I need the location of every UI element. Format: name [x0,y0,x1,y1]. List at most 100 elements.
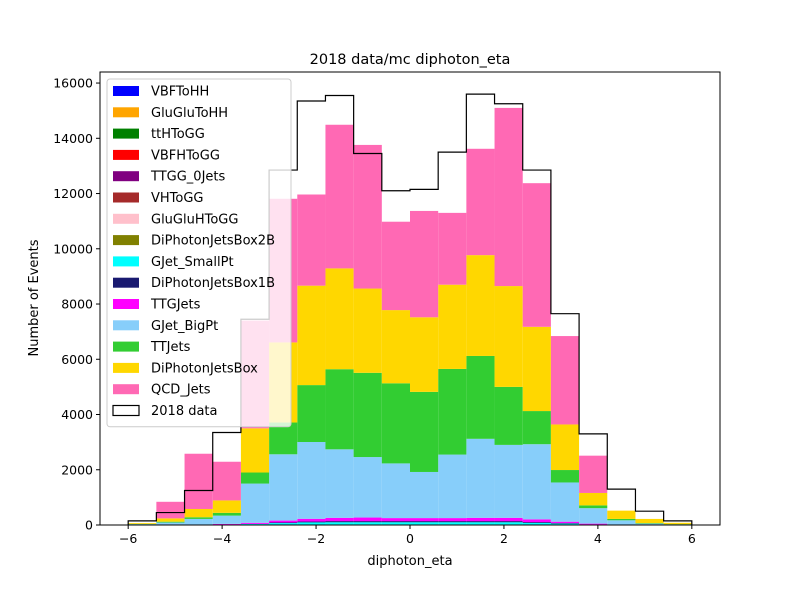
legend-label-vbfhtogg: VBFHToGG [151,148,220,163]
y-tick-label: 10000 [53,241,93,256]
data-step-line [127,93,693,525]
bar-gjet-bigpt [522,444,551,520]
bar-ttgjets [212,523,241,525]
bar-ttjets [156,521,185,523]
bar-gjet-bigpt [635,523,664,525]
bar-gjet-bigpt [269,454,298,521]
bar-ttjets [212,512,241,516]
bar-qcd-jets [466,148,495,256]
legend-swatch-ttgjets [113,299,139,309]
x-tick-label: 0 [406,531,414,546]
bar-gjet-smallpt [466,522,495,525]
legend-label-gjet-smallpt: GJet_SmallPt [151,255,234,270]
x-tick-label: −4 [213,531,231,546]
bar-gjet-smallpt [381,522,410,525]
bar-gjet-smallpt [494,522,523,525]
legend-label-tthtogg: ttHToGG [151,127,205,142]
legend-label-ttgg-0jets: TTGG_0Jets [150,170,226,185]
bar-diphotonjetsbox1b [381,521,410,523]
legend-label-diphotonjetsbox2b: DiPhotonJetsBox2B [151,234,275,249]
bar-qcd-jets [297,194,326,286]
bar-qcd-jets [579,455,608,493]
bar-gjet-smallpt [522,522,551,525]
bar-diphotonjetsbox [240,428,270,473]
y-tick-label: 2000 [61,462,93,477]
bar-diphotonjetsbox [381,310,410,384]
y-tick-label: 14000 [53,131,93,146]
bar-ttgjets [438,518,467,522]
legend-swatch-2018-data [112,404,140,417]
legend-swatch-gjet-bigpt [113,320,139,331]
bar-ttjets [353,372,382,458]
bar-ttgjets [550,521,580,524]
bar-qcd-jets [550,336,580,425]
legend-label-gjet-bigpt: GJet_BigPt [151,319,218,334]
bar-ttjets [635,523,664,524]
y-tick-label: 6000 [61,352,93,367]
bar-diphotonjetsbox1b [410,521,439,523]
bar-gjet-bigpt [381,463,410,519]
bar-ttjets [550,470,580,483]
bar-ttgjets [494,517,523,522]
bar-ttjets [438,368,467,455]
x-tick-label: 2 [500,531,508,546]
bar-diphotonjetsbox1b [466,521,495,523]
bar-diphotonjetsbox [607,510,636,519]
bar-diphotonjetsbox [353,288,382,373]
bar-ttjets [607,518,636,521]
bar-diphotonjetsbox [494,286,523,387]
legend-swatch-diphotonjetsbox [113,362,139,373]
bar-qcd-jets [353,144,382,289]
bar-gjet-bigpt [156,522,185,525]
legend-label-diphotonjetsbox: DiPhotonJetsBox [151,361,258,376]
y-tick-label: 16000 [53,76,93,91]
bar-diphotonjetsbox [128,523,157,524]
legend-label-vhtogg: VHToGG [151,191,204,206]
legend-swatch-diphotonjetsbox2b [113,235,139,246]
bar-gjet-bigpt [184,518,213,525]
y-axis-label: Number of Events [27,239,42,356]
legend-swatch-ttjets [113,341,139,352]
bar-ttjets [522,411,551,445]
bar-diphotonjetsbox1b [438,521,467,523]
legend-swatch-ttgg-0jets [113,171,139,182]
legend-label-ttgjets: TTGJets [150,298,201,313]
bar-gjet-bigpt [325,449,354,518]
bar-ttjets [579,505,608,509]
bar-gjet-smallpt [240,523,270,525]
legend-box [106,78,292,428]
bar-gjet-bigpt [438,454,467,519]
bar-gjet-bigpt [240,483,270,523]
legend-swatch-gluglutohh [113,107,139,118]
bar-ttjets [410,391,439,472]
bar-ttgjets [325,517,354,522]
chart-title: 2018 data/mc diphoton_eta [310,52,511,68]
bar-qcd-jets [438,212,467,285]
bar-qcd-jets [156,501,185,519]
bar-ttgjets [381,518,410,522]
bar-ttgjets [240,522,270,524]
bar-diphotonjetsbox [325,268,354,370]
legend-label-2018-data: 2018 data [151,404,218,419]
legend-swatch-vbftohh [113,86,139,96]
bar-diphotonjetsbox [522,326,551,412]
legend-swatch-diphotonjetsbox1b [113,277,139,288]
bar-diphotonjetsbox1b [297,521,326,523]
bar-gjet-bigpt [607,520,636,525]
legend-label-ttjets: TTJets [150,340,191,355]
bar-ttjets [184,517,213,519]
y-tick-label: 4000 [61,407,93,422]
bar-gjet-smallpt [410,522,439,525]
x-tick-label: 4 [594,531,602,546]
bar-gjet-bigpt [297,441,326,519]
bar-ttjets [494,386,523,445]
x-tick-label: −2 [307,531,325,546]
bar-ttgjets [269,520,298,523]
bar-ttjets [381,383,410,464]
bar-diphotonjetsbox1b [353,521,382,523]
bar-gjet-smallpt [269,523,298,525]
bar-qcd-jets [184,453,213,509]
y-tick-label: 12000 [53,186,93,201]
bar-ttgjets [522,519,551,523]
